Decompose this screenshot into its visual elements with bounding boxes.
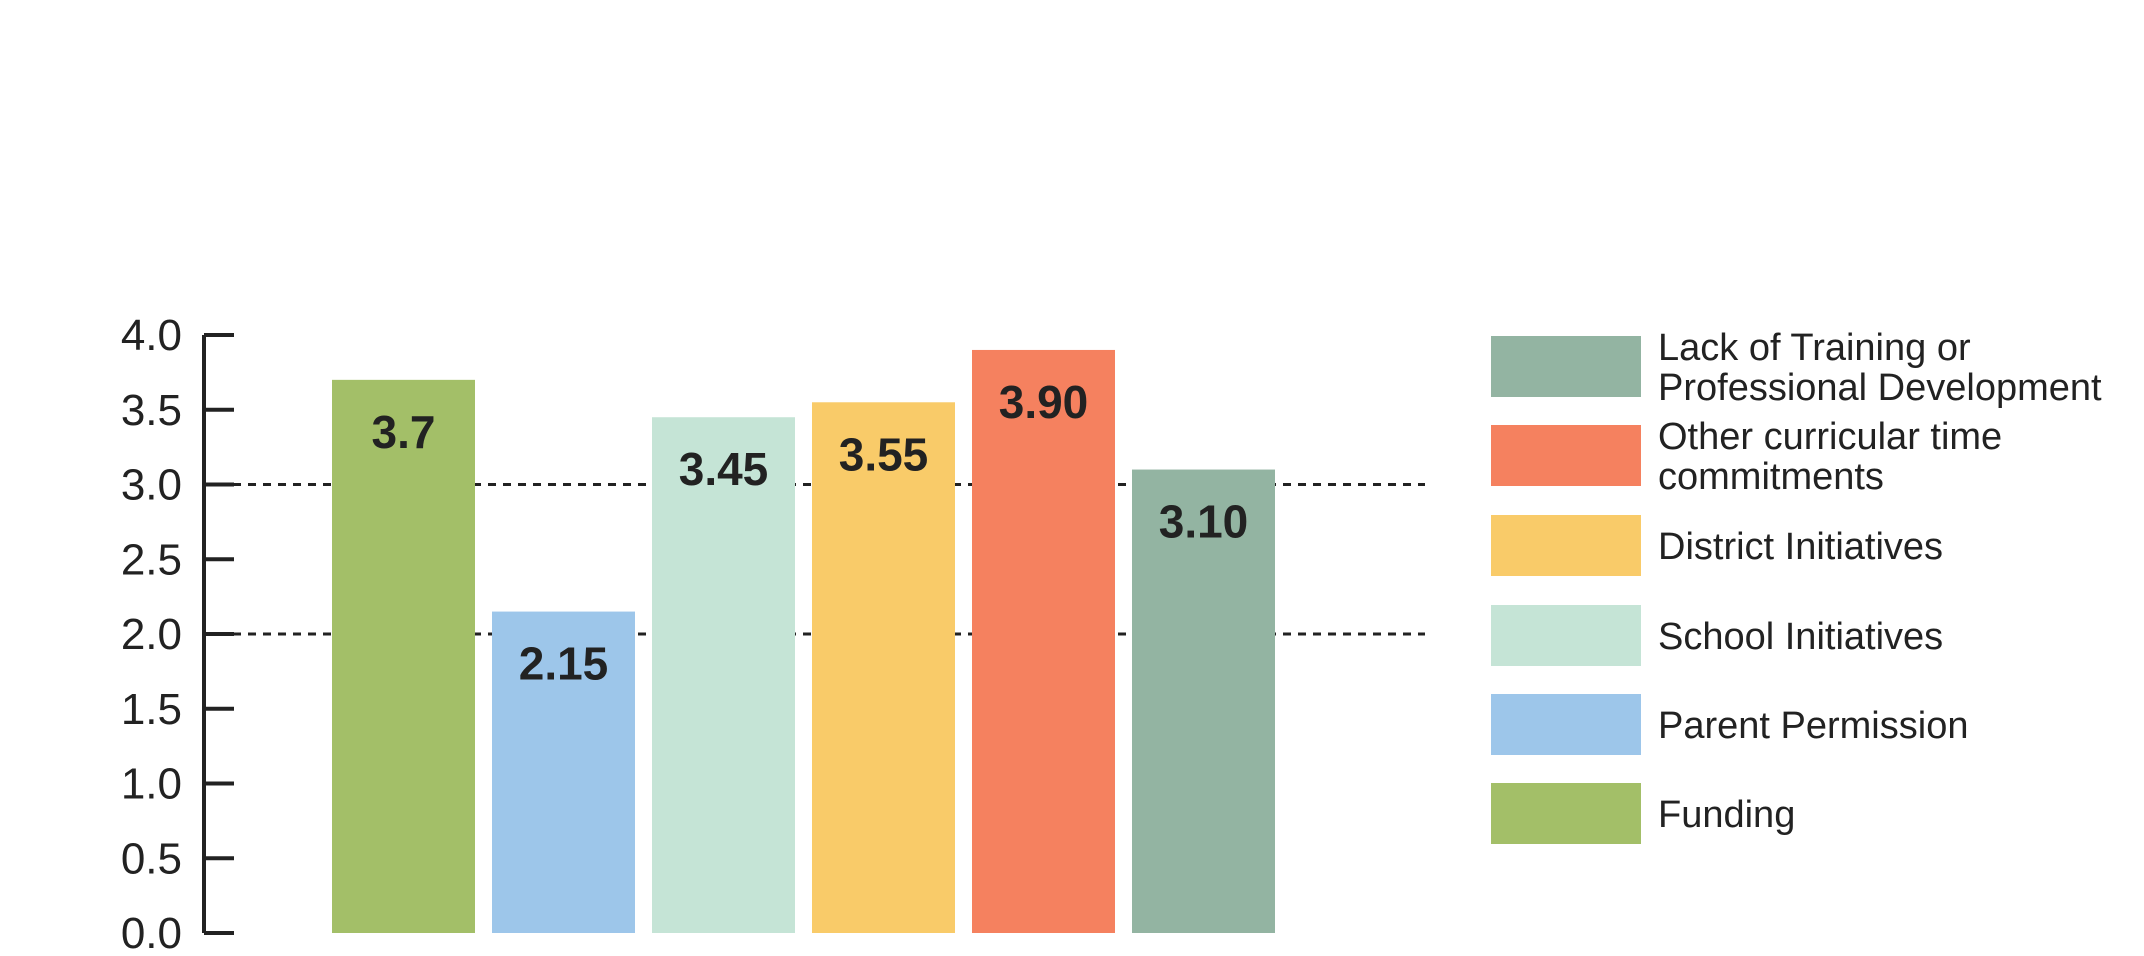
y-tick-label: 3.5	[121, 386, 182, 435]
bar	[1132, 469, 1275, 933]
legend-label: School Initiatives	[1658, 616, 1943, 658]
value-labels: 3.7 2.15 3.45 3.55 3.90 3.10	[372, 376, 1249, 690]
legend-item: Funding	[1491, 783, 1795, 844]
y-tick-label: 0.5	[121, 834, 182, 883]
y-tick-label: 1.5	[121, 685, 182, 734]
bar	[972, 349, 1115, 933]
legend-item: Parent Permission	[1491, 694, 1968, 755]
legend-label: Lack of Training or	[1658, 327, 1971, 369]
y-tick-label: 4.0	[121, 311, 182, 360]
bar-value-label: 3.10	[1159, 496, 1249, 548]
bars	[332, 349, 1275, 934]
y-tick-label: 2.5	[121, 535, 182, 584]
legend-item: District Initiatives	[1491, 515, 1943, 576]
legend-swatch	[1491, 336, 1641, 397]
bar-value-label: 3.55	[839, 428, 929, 480]
bar-value-label: 3.7	[372, 406, 436, 458]
legend-label: Other curricular time	[1658, 416, 2002, 458]
legend-label: Funding	[1658, 794, 1795, 836]
legend-label: commitments	[1658, 456, 1884, 498]
legend-swatch	[1491, 515, 1641, 576]
legend-swatch	[1491, 694, 1641, 755]
legend-swatch	[1491, 605, 1641, 666]
bar	[492, 611, 635, 933]
legend-swatch	[1491, 425, 1641, 486]
legend-label: District Initiatives	[1658, 526, 1943, 568]
bar-value-label: 3.90	[999, 376, 1089, 428]
y-tick-label: 1.0	[121, 760, 182, 809]
y-tick-label: 0.0	[121, 909, 182, 956]
y-tick-label: 3.0	[121, 461, 182, 510]
legend-label: Parent Permission	[1658, 705, 1968, 747]
bar	[332, 379, 475, 934]
bar	[812, 402, 955, 933]
legend-swatch	[1491, 783, 1641, 844]
y-tick-label: 2.0	[121, 610, 182, 659]
bar	[652, 417, 795, 934]
legend-label: Professional Development	[1658, 367, 2102, 409]
legend-item: School Initiatives	[1491, 605, 1943, 666]
bar-value-label: 3.45	[679, 443, 769, 495]
y-axis: 0.0 0.5 1.0 1.5 2.0 2.5 3.0 3.5 4.0	[121, 311, 234, 956]
bar-value-label: 2.15	[519, 638, 609, 690]
